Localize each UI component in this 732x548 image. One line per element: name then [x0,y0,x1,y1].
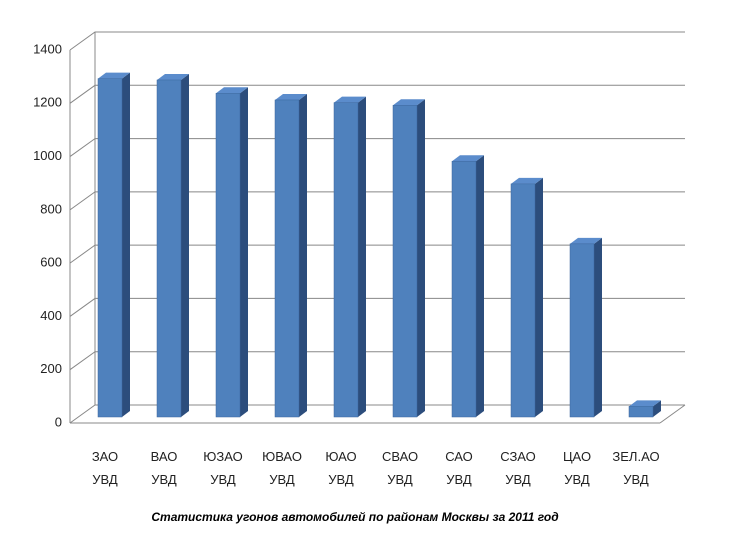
bar [156,79,182,418]
bar [97,78,123,418]
bar-side [535,177,543,417]
bar [628,406,654,418]
bar-top [275,93,307,100]
bar [569,243,595,418]
y-tick-label: 1000 [33,148,62,163]
bar-side [299,93,307,417]
grid-line [69,84,685,104]
x-tick-label: ЮВАО УВД [262,449,302,487]
bar-top [629,400,661,407]
bar-top [98,72,130,79]
bar-side [417,99,425,418]
grid-line [69,31,685,51]
grid-line [69,244,685,264]
wall-edge [659,404,686,424]
grid-line [69,297,685,317]
bar-side [240,87,248,418]
bar [451,160,477,418]
bar-top [216,87,248,94]
bar-side [122,72,130,417]
bar [510,183,536,418]
chart-title: Статистика угонов автомобилей по районам… [151,510,559,524]
y-tick-label: 1200 [33,95,62,110]
grid-line [69,404,685,424]
y-tick-label: 600 [40,255,62,270]
y-tick-label: 400 [40,308,62,323]
bar-top [511,177,543,184]
bar [215,93,241,418]
grid-line [69,138,685,157]
bar-side [653,400,661,417]
bar-top [393,99,425,106]
y-tick-label: 1400 [33,41,62,56]
y-tick-label: 0 [55,414,62,429]
y-tick-label: 800 [40,201,62,216]
x-tick-label: ЮЗАО УВД [203,449,243,487]
x-tick-label: САО УВД [445,449,473,487]
bar-side [358,96,366,417]
bar-top [157,73,189,80]
x-tick-label: ЦАО УВД [562,449,592,487]
bar-side [181,73,189,417]
bar-side [594,237,602,417]
x-tick-label: СЗАО УВД [500,449,536,487]
x-tick-label: СВАО УВД [381,449,419,487]
x-tick-label: ЮАО УВД [325,449,357,487]
bar [274,99,300,418]
x-tick-label: ВАО УВД [150,449,178,487]
y-tick-label: 200 [40,361,62,376]
bar-side [476,155,484,417]
bar [392,105,418,418]
bar-top [570,237,602,244]
x-tick-label: ЗАО УВД [91,449,119,487]
bar [333,102,359,418]
grid-line [69,191,685,211]
bar-top [334,96,366,103]
grid-line [69,351,685,371]
bar-top [452,155,484,162]
x-tick-label: ЗЕЛ.АО УВД [612,449,660,487]
